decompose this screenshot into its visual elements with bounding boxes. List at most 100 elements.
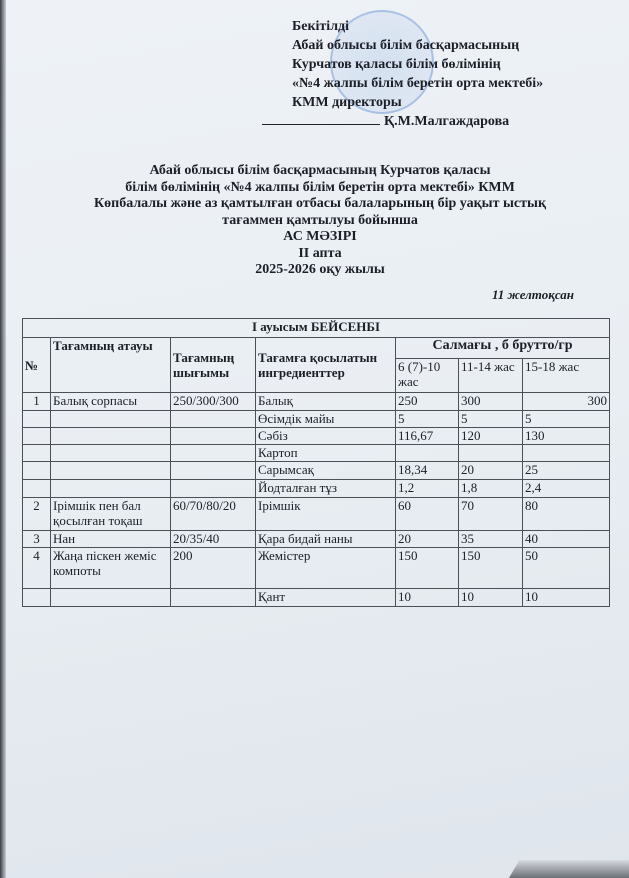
cell-age-11-14: 300	[458, 392, 523, 411]
cell-age-6-10: 20	[395, 530, 459, 548]
cell-age-15-18: 50	[521, 547, 611, 589]
cell-age-6-10: 60	[395, 497, 459, 531]
cell-name: Ірімшік пен бал қосылған тоқаш	[50, 497, 171, 531]
cell-ingredient: Балық	[255, 392, 396, 411]
school-year: 2025-2026 оқу жылы	[255, 262, 385, 277]
cell-age-6-10: 18,34	[395, 461, 459, 480]
table-row: Қант 10 10 10	[22, 588, 611, 607]
cell-age-15-18: 80	[521, 497, 611, 531]
cell-output	[170, 410, 256, 428]
heading-line: тағаммен қамтылуы бойынша	[222, 212, 418, 228]
header-ingredient: Тағамға қосылатын ингредиенттер	[255, 337, 396, 393]
cell-no: 3	[22, 530, 51, 548]
cell-no: 4	[22, 547, 51, 589]
cell-ingredient: Ірімшік	[255, 497, 396, 531]
cell-output: 20/35/40	[170, 530, 256, 548]
approval-line: Абай облысы білім басқармасының	[292, 38, 520, 53]
cell-age-6-10: 250	[395, 392, 459, 411]
table-row: Сәбіз 116,67 120 130	[22, 427, 611, 445]
cell-age-6-10: 5	[395, 410, 459, 428]
cell-output	[170, 479, 256, 498]
cell-age-15-18: 300	[521, 392, 611, 411]
header-age-15-18: 15-18 жас	[521, 358, 611, 393]
cell-age-15-18: 5	[521, 410, 611, 428]
cell-age-11-14: 10	[458, 588, 523, 607]
cell-age-11-14: 70	[458, 497, 523, 531]
cell-no: 1	[22, 392, 51, 411]
approval-line: КММ директоры	[292, 95, 402, 110]
cell-age-6-10: 116,67	[395, 427, 459, 445]
cell-no: 2	[22, 497, 51, 531]
cell-no	[22, 479, 51, 498]
approval-line: Курчатов қаласы білім бөлімінің	[292, 57, 501, 72]
cell-ingredient: Қара бидай наны	[255, 530, 396, 548]
approval-line: «№4 жалпы білім беретін орта мектебі»	[292, 76, 544, 91]
cell-ingredient: Өсімдік майы	[255, 410, 396, 428]
cell-output: 60/70/80/20	[170, 497, 256, 531]
cell-age-11-14: 5	[458, 410, 523, 428]
cell-ingredient: Картоп	[255, 444, 396, 462]
cell-age-15-18: 10	[521, 588, 611, 607]
cell-output: 200	[170, 547, 256, 589]
signatory: Қ.М.Малгаждарова	[384, 114, 510, 129]
heading-line: Көпбалалы және аз қамтылған отбасы балал…	[93, 196, 547, 211]
heading-line: Абай облысы білім басқармасының Курчатов…	[149, 163, 491, 178]
header-output: Тағамның шығымы	[170, 337, 256, 393]
cell-output: 250/300/300	[170, 392, 256, 411]
cell-ingredient: Сәбіз	[255, 427, 396, 445]
menu-table: І ауысым БЕЙСЕНБІ № Тағамның атауы Тағам…	[21, 318, 611, 607]
cell-name: Балық сорпасы	[50, 392, 171, 411]
cell-no	[22, 461, 51, 480]
table-row: 3 Нан 20/35/40 Қара бидай наны 20 35 40	[22, 530, 611, 548]
table-caption: І ауысым БЕЙСЕНБІ	[21, 318, 611, 338]
approval-line: Бекітілді	[292, 19, 350, 34]
table-row: Өсімдік майы 5 5 5	[22, 410, 611, 428]
photo-edge	[509, 860, 629, 878]
cell-age-15-18: 130	[521, 427, 611, 445]
approval-block: Бекітілді Абай облысы білім басқармасыны…	[262, 17, 544, 131]
cell-name: Нан	[50, 530, 171, 548]
cell-name: Жаңа піскен жеміс компоты	[50, 547, 171, 589]
photo-edge	[0, 0, 6, 878]
cell-name	[50, 410, 171, 428]
cell-name	[50, 461, 171, 480]
menu-date: 11 желтоқсан	[491, 287, 574, 302]
cell-age-11-14: 150	[458, 547, 523, 589]
table-row: Йодталған тұз 1,2 1,8 2,4	[22, 479, 611, 498]
heading-line: білім бөлімінің «№4 жалпы білім беретін …	[125, 179, 515, 195]
header-name: Тағамның атауы	[50, 337, 171, 393]
cell-name	[50, 427, 171, 445]
table-row: Картоп	[22, 444, 611, 462]
cell-age-15-18: 25	[521, 461, 611, 480]
table-row: 1 Балық сорпасы 250/300/300 Балық 250 300 300	[22, 392, 611, 411]
cell-age-6-10: 1,2	[395, 479, 459, 498]
cell-no	[22, 410, 51, 428]
cell-age-6-10: 10	[395, 588, 459, 607]
cell-output	[170, 588, 256, 607]
header-weight: Салмағы , б брутто/гр	[394, 337, 611, 359]
cell-name	[50, 479, 171, 498]
document-title: АС МӘЗІРІ	[283, 229, 357, 244]
week: ІІ апта	[298, 245, 342, 261]
cell-age-11-14: 1,8	[458, 479, 523, 498]
table-row: Сарымсақ 18,34 20 25	[22, 461, 611, 480]
cell-age-15-18: 40	[521, 530, 611, 548]
cell-no	[22, 427, 51, 445]
cell-age-11-14: 120	[458, 427, 523, 445]
cell-name	[50, 588, 171, 607]
cell-no	[22, 588, 51, 607]
header-age-11-14: 11-14 жас	[458, 358, 523, 393]
cell-output	[170, 427, 256, 445]
table-row: 4 Жаңа піскен жеміс компоты 200 Жемістер 150…	[22, 547, 611, 589]
cell-output	[170, 444, 256, 462]
cell-ingredient: Қант	[255, 588, 396, 607]
official-stamp	[330, 10, 434, 114]
cell-age-15-18	[521, 444, 611, 462]
cell-output	[170, 461, 256, 480]
cell-name	[50, 444, 171, 462]
cell-ingredient: Жемістер	[255, 547, 396, 589]
table-row: 2 Ірімшік пен бал қосылған тоқаш 60/70/80/…	[22, 497, 611, 531]
document-heading: Абай облысы білім басқармасының Курчатов…	[60, 163, 580, 279]
cell-no	[22, 444, 51, 462]
header-age-6-10: 6 (7)-10 жас	[395, 358, 459, 393]
